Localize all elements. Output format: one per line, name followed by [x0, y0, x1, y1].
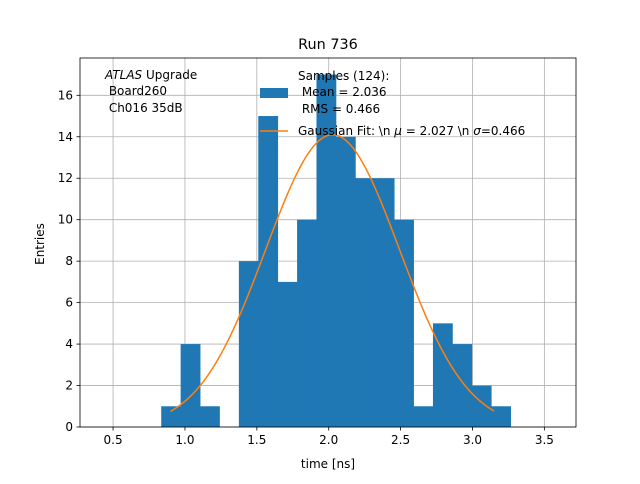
y-axis-label: Entries: [33, 223, 47, 265]
y-tick-label: 14: [58, 130, 73, 144]
legend-fit-sigma: σ: [473, 124, 481, 138]
histogram-bar: [394, 219, 414, 427]
x-tick-label: 2.5: [391, 433, 410, 447]
y-tick-label: 2: [65, 379, 73, 393]
chart-title: Run 736: [298, 37, 358, 53]
histogram-bar: [161, 406, 182, 427]
legend-fit-mid: = 2.027 \n: [402, 124, 473, 138]
axes-frame: [79, 57, 577, 428]
y-tick-label: 4: [65, 337, 73, 351]
x-tick-label: 2.0: [319, 433, 338, 447]
legend-fit-mu: μ: [393, 124, 402, 138]
legend-fit-prefix: Gaussian Fit: \n: [298, 124, 394, 138]
channel-label: Ch016 35dB: [105, 101, 183, 115]
y-tick-label: 12: [58, 171, 73, 185]
x-tick-label: 1.0: [175, 433, 194, 447]
legend-histogram-mean: Mean = 2.036: [298, 85, 387, 99]
svg-text:ATLAS Upgrade: ATLAS Upgrade: [104, 68, 197, 82]
board-label: Board260: [105, 84, 167, 98]
atlas-upgrade-label: Upgrade: [142, 68, 197, 82]
plot-frame: [79, 57, 577, 428]
x-tick-label: 3.0: [463, 433, 482, 447]
histogram-bar: [238, 261, 259, 427]
gaussian-fit-curve: [170, 133, 495, 412]
atlas-annotation: ATLAS Upgrade Board260 Ch016 35dB: [104, 68, 197, 115]
histogram-bar: [471, 385, 492, 427]
histogram-bars: [161, 74, 511, 428]
histogram-bar: [432, 323, 453, 427]
histogram-bar: [452, 344, 473, 427]
histogram-bar: [200, 406, 220, 427]
histogram-bar: [413, 406, 434, 427]
histogram-bar: [297, 219, 317, 427]
legend-histogram-rms: RMS = 0.466: [298, 102, 380, 116]
legend-histogram-swatch: [260, 88, 288, 98]
x-tick-label: 0.5: [104, 433, 123, 447]
x-axis-label: time [ns]: [301, 457, 355, 471]
x-axis-ticks: 0.5 1.0 1.5 2.0 2.5 3.0 3.5: [104, 427, 554, 447]
histogram-bar: [335, 136, 356, 428]
y-tick-label: 0: [65, 420, 73, 434]
y-tick-label: 8: [65, 254, 73, 268]
y-axis-ticks: 0 2 4 6 8 10 12 14 16: [58, 88, 80, 434]
legend-histogram-title: Samples (124):: [298, 69, 389, 83]
histogram-bar: [316, 74, 337, 428]
y-tick-label: 10: [58, 213, 73, 227]
atlas-label: ATLAS: [104, 68, 143, 82]
histogram-bar: [355, 178, 376, 427]
y-tick-label: 6: [65, 296, 73, 310]
x-tick-label: 3.5: [535, 433, 554, 447]
legend-fit-suffix: =0.466: [481, 124, 525, 138]
legend-fit-label: Gaussian Fit: \n μ = 2.027 \n σ=0.466: [298, 124, 525, 138]
histogram-bar: [258, 116, 279, 427]
histogram-bar: [180, 344, 201, 427]
histogram-bar: [277, 281, 298, 427]
x-tick-label: 1.5: [247, 433, 266, 447]
fit-curve-layer: [170, 133, 495, 412]
histogram-bar: [374, 178, 395, 427]
histogram-bar: [491, 406, 511, 427]
legend: Samples (124): Mean = 2.036 RMS = 0.466 …: [260, 69, 525, 138]
y-tick-label: 16: [58, 88, 73, 102]
